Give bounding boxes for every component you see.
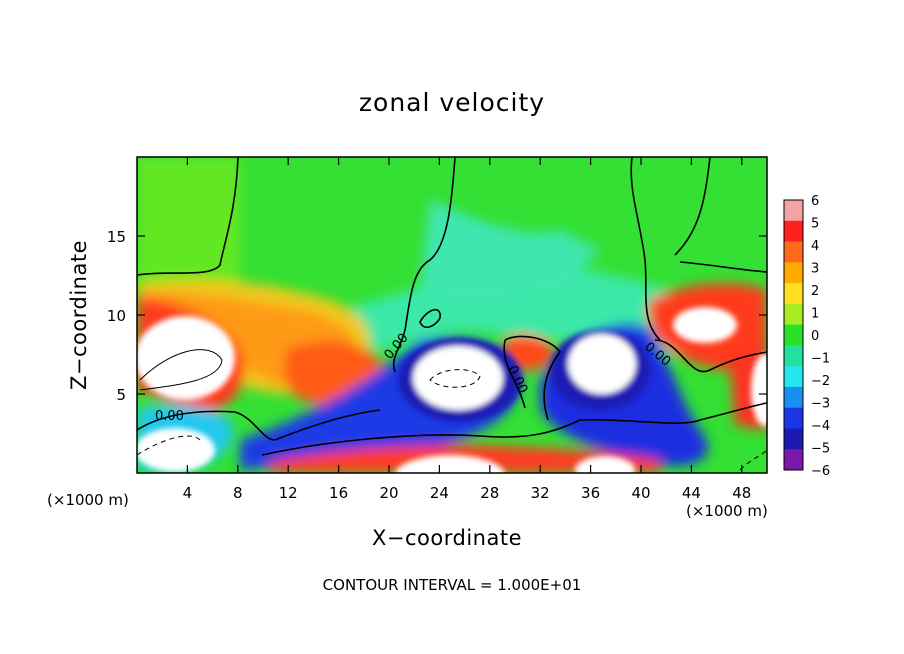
colorbar-tick-label: −2 [811,374,830,389]
contour-label: 0.00 [155,409,184,424]
light-green-band [137,157,240,285]
contour-upper-loop [419,309,441,329]
white-core-left [137,316,235,400]
dashed-contour-lower-right [739,449,767,471]
colorbar-swatch [784,345,803,367]
contour-central-column [503,335,561,421]
white-core-bottom-center [395,455,505,473]
contour-right-vertical [630,157,661,341]
x-tick-label: 24 [430,484,449,502]
colorbar-swatch [784,241,803,263]
contour-interval-note: CONTOUR INTERVAL = 1.000E+01 [322,576,582,594]
contour-lower-left [137,409,381,441]
colorbar-swatch [784,428,803,450]
contour-upper-left [137,157,239,276]
y-tick-label: 5 [116,386,126,404]
x-tick-label: 4 [183,484,193,502]
colorbar-tick-label: −5 [811,442,830,457]
colorbar-tick-label: −6 [811,464,830,479]
colorbar-tick-label: 4 [811,239,819,254]
x-tick-label: 40 [631,484,650,502]
contour-center-vertical [392,157,456,373]
white-core-bottom-left [137,428,215,472]
contour-core-left-inner [139,349,223,391]
y-tick-label: 10 [107,307,126,325]
colorbar-swatch [784,303,803,326]
cyan-region-upper [420,200,600,300]
colorbar-tick-label: 3 [811,262,819,277]
x-tick-label: 48 [732,484,751,502]
dashed-contour-center [429,369,481,388]
y-tick-label: 15 [107,228,126,246]
x-unit-label-right: (×1000 m) [686,502,768,520]
white-core-center [413,346,503,410]
white-core-upper-right [673,307,737,343]
white-core-right [568,334,636,394]
colorbar-swatch [784,262,803,284]
colorbar-tick-label: −4 [811,419,830,434]
colorbar-swatch [784,283,803,305]
red-patch-30 [503,334,555,371]
colorbar-swatch [784,386,803,409]
colorbar-tick-label: −3 [811,397,830,412]
colorbar-tick-label: 0 [811,329,819,344]
colorbar-tick-label: 6 [811,194,819,209]
dashed-contour-lower-left [137,435,201,456]
white-core-edge-right [751,354,767,426]
x-tick-label: 28 [480,484,499,502]
colorbar-frame [783,199,804,471]
colorbar-swatch [784,200,803,222]
x-unit-label-left: (×1000 m) [47,491,129,509]
x-axis-label: X−coordinate [372,526,522,550]
colorbar-swatch [784,220,803,243]
colorbar-tick-label: 1 [811,307,819,322]
x-tick-label: 32 [531,484,550,502]
white-core-bottom-right [575,456,635,473]
colorbar-tick-label: 5 [811,217,819,232]
x-tick-label: 16 [329,484,348,502]
colorbar-tick-label: 2 [811,284,819,299]
colorbar: 6 5 4 3 2 1 0 −1 −2 −3 −4 −5 −6 [783,194,830,479]
colorbar-swatch [784,407,803,429]
y-axis-label: Z−coordinate [67,240,91,390]
contour-right-shoulder [674,157,767,273]
x-tick-label: 8 [233,484,243,502]
contour-right-mid [654,339,767,373]
heatmap-field [137,157,767,473]
colorbar-swatch [784,366,803,388]
colorbar-swatch [784,449,803,471]
colorbar-tick-label: −1 [811,352,830,367]
contour-lines [137,157,767,456]
chart-title: zonal velocity [358,88,546,117]
x-tick-label: 12 [279,484,298,502]
contour-lower-mid [261,402,767,456]
x-tick-label: 44 [682,484,701,502]
dashed-contours [137,369,767,471]
x-tick-label: 36 [581,484,600,502]
x-tick-label: 20 [379,484,398,502]
colorbar-swatch [784,324,803,346]
